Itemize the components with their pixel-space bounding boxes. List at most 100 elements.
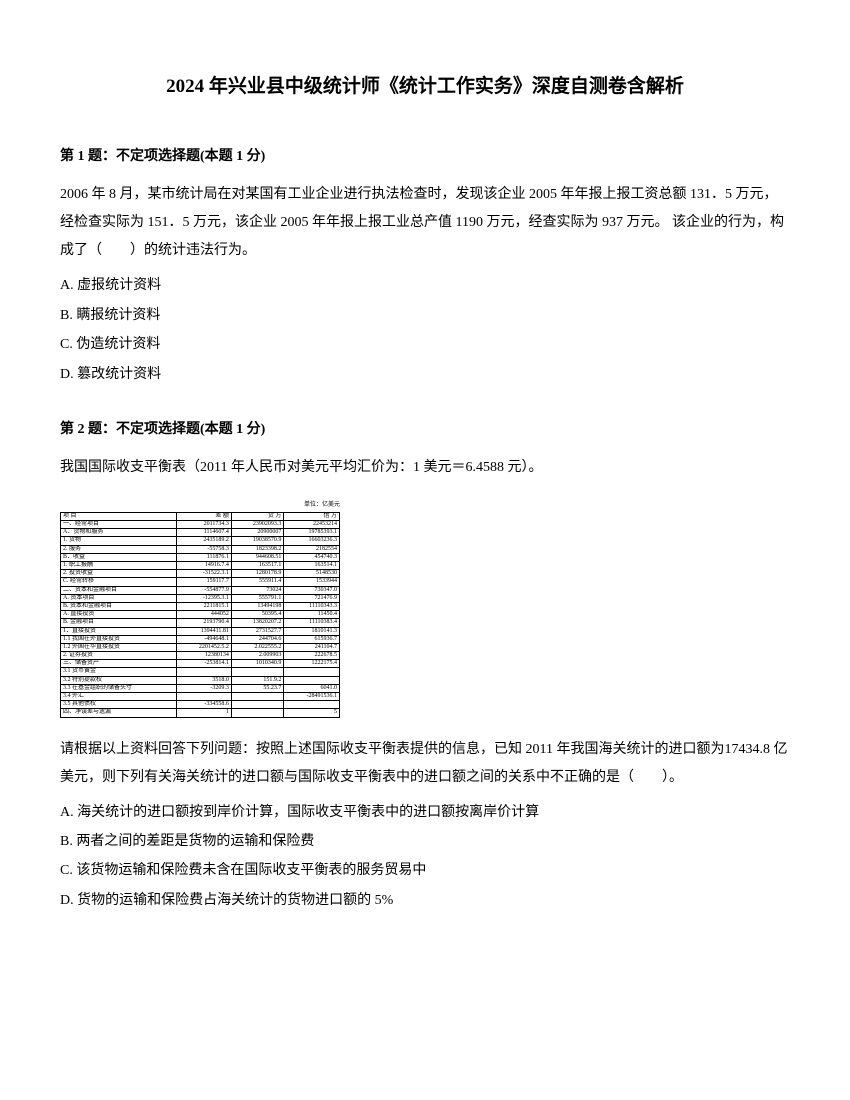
table-row: 1.1 我国在外直接投资-494648.1244704.6615936.7	[61, 635, 340, 643]
table-row: 2. 投资收益-31522.3.11280178.95148530	[61, 570, 340, 578]
table-cell: 11450.4	[284, 611, 340, 619]
table-cell: 454740.3	[284, 553, 340, 561]
table-cell: 721476.9	[284, 594, 340, 602]
table-cell: 2182554	[284, 545, 340, 553]
table-cell: -554877.9	[177, 586, 232, 594]
table-cell: 2. 服务	[61, 545, 177, 553]
table-cell: 2. 证券投资	[61, 652, 177, 660]
table-row: A．货物和服务1114607.42090000719785393.1	[61, 529, 340, 537]
table-cell: 四、净误差与遗漏	[61, 709, 177, 717]
table-cell: 244704.6	[231, 635, 284, 643]
table-cell: -494648.1	[177, 635, 232, 643]
q2-body: 请根据以上资料回答下列问题：按照上述国际收支平衡表提供的信息，已知 2011 年…	[60, 736, 790, 792]
table-cell: 2201452.5.2	[177, 643, 232, 651]
table-cell: 1.1 我国在外直接投资	[61, 635, 177, 643]
table-row: 1．直接投资1394411.812731527.71810141.3	[61, 627, 340, 635]
table-cell: 241104.7	[284, 643, 340, 651]
table-row: B．收益111876.1944608.51454740.3	[61, 553, 340, 561]
table-row: 1.2 外国在华直接投资2201452.5.22.022555.2241104.…	[61, 643, 340, 651]
table-cell	[231, 693, 284, 701]
table-cell: 1．直接投资	[61, 627, 177, 635]
q1-option-c: C. 伪造统计资料	[60, 330, 790, 359]
table-cell: 12380134	[177, 652, 232, 660]
col-header: 差 额	[177, 512, 232, 520]
table-cell: B．收益	[61, 553, 177, 561]
table-row: 1. 职工报酬14916.7.4163517.1163514.1	[61, 562, 340, 570]
table-cell: 555791.1	[231, 594, 284, 602]
table-cell: 730347.0	[284, 586, 340, 594]
table-cell: 2.009903	[231, 652, 284, 660]
table-row: 3.3 在基金组织的储备头寸-3209.355.23.76041.0	[61, 684, 340, 692]
table-row: 2. 证券投资123801342.009903222678.5	[61, 652, 340, 660]
table-cell: 151.9.2	[231, 676, 284, 684]
table-cell: 1533944	[284, 578, 340, 586]
table-cell: 3518.0	[177, 676, 232, 684]
table-cell: 20900007	[231, 529, 284, 537]
table-row: A. 直接投资44405250395.411450.4	[61, 611, 340, 619]
table-cell: 13494198	[231, 602, 284, 610]
table-row: B. 资本和金融项目2211815.11349419811110343.3	[61, 602, 340, 610]
col-header: 贷 方	[231, 512, 284, 520]
table-cell: 163517.1	[231, 562, 284, 570]
table-cell: B. 金融项目	[61, 619, 177, 627]
table-cell: 111876.1	[177, 553, 232, 561]
table-row: 3.5 其他债权-334558.6	[61, 701, 340, 709]
table-cell: -12395.3.1	[177, 594, 232, 602]
table-header-row: 项 目 差 额 贷 方 借 方	[61, 512, 340, 520]
table-cell: 1010340.9	[231, 660, 284, 668]
table-cell	[177, 693, 232, 701]
table-row: C. 经常转移159117.7555911.41533944	[61, 578, 340, 586]
q2-option-c: C. 该货物运输和保险费未含在国际收支平衡表的服务贸易中	[60, 856, 790, 885]
table-row: 三、储备资产-253814.11010340.91222175.4	[61, 660, 340, 668]
table-cell: 159117.7	[177, 578, 232, 586]
table-cell: 16603236.3	[284, 537, 340, 545]
table-cell: 55.23.7	[231, 684, 284, 692]
table-cell: 11110383.4	[284, 619, 340, 627]
q1-option-a: A. 虚报统计资料	[60, 271, 790, 300]
table-cell: 2211815.1	[177, 602, 232, 610]
table-cell: 二、资本和金融项目	[61, 586, 177, 594]
table-cell: 1394411.81	[177, 627, 232, 635]
table-cell: 1222175.4	[284, 660, 340, 668]
table-cell: 1810141.3	[284, 627, 340, 635]
table-cell: 555911.4	[231, 578, 284, 586]
table-cell: A．货物和服务	[61, 529, 177, 537]
table-cell: 19785393.1	[284, 529, 340, 537]
table-row: A. 资本项目-12395.3.1555791.1721476.9	[61, 594, 340, 602]
table-cell: C. 经常转移	[61, 578, 177, 586]
table-row: B. 金融项目2193790.413820207.211110383.4	[61, 619, 340, 627]
table-cell: -3209.3	[177, 684, 232, 692]
q2-option-d: D. 货物的运输和保险费占海关统计的货物进口额的 5%	[60, 886, 790, 915]
table-cell: 23902093.3	[231, 521, 284, 529]
table-cell: 三、储备资产	[61, 660, 177, 668]
table-row: 3.4 外汇-28491536.1	[61, 693, 340, 701]
table-cell: 5	[284, 709, 340, 717]
table-cell: 14916.7.4	[177, 562, 232, 570]
table-cell: 1	[177, 709, 232, 717]
q1-option-d: D. 篡改统计资料	[60, 360, 790, 389]
table-cell: A. 直接投资	[61, 611, 177, 619]
table-cell: -55758.3	[177, 545, 232, 553]
table-cell: A. 资本项目	[61, 594, 177, 602]
table-cell	[177, 668, 232, 676]
table-cell: 444052	[177, 611, 232, 619]
table-cell: 5148530	[284, 570, 340, 578]
table-row: 四、净误差与遗漏1 5	[61, 709, 340, 717]
table-row: 一、经常项目2011734.323902093.322453214	[61, 521, 340, 529]
q1-header: 第 1 题：不定项选择题(本题 1 分)	[60, 144, 790, 169]
table-unit: 单位：亿美元	[60, 500, 340, 511]
table-cell: 1823398.2	[231, 545, 284, 553]
table-cell: -334558.6	[177, 701, 232, 709]
table-cell: 11110343.3	[284, 602, 340, 610]
table-cell: 2435189.2	[177, 537, 232, 545]
q2-option-b: B. 两者之间的差距是货物的运输和保险费	[60, 827, 790, 856]
table-row: 3.1 货币黄金	[61, 668, 340, 676]
table-cell: 2731527.7	[231, 627, 284, 635]
table-cell: 3.4 外汇	[61, 693, 177, 701]
balance-of-payments-table: 项 目 差 额 贷 方 借 方 一、经常项目2011734.323902093.…	[60, 512, 340, 718]
table-cell: 3.5 其他债权	[61, 701, 177, 709]
table-cell: 22453214	[284, 521, 340, 529]
q1-option-b: B. 瞒报统计资料	[60, 301, 790, 330]
table-cell: 615936.7	[284, 635, 340, 643]
table-cell: 19038570.9	[231, 537, 284, 545]
